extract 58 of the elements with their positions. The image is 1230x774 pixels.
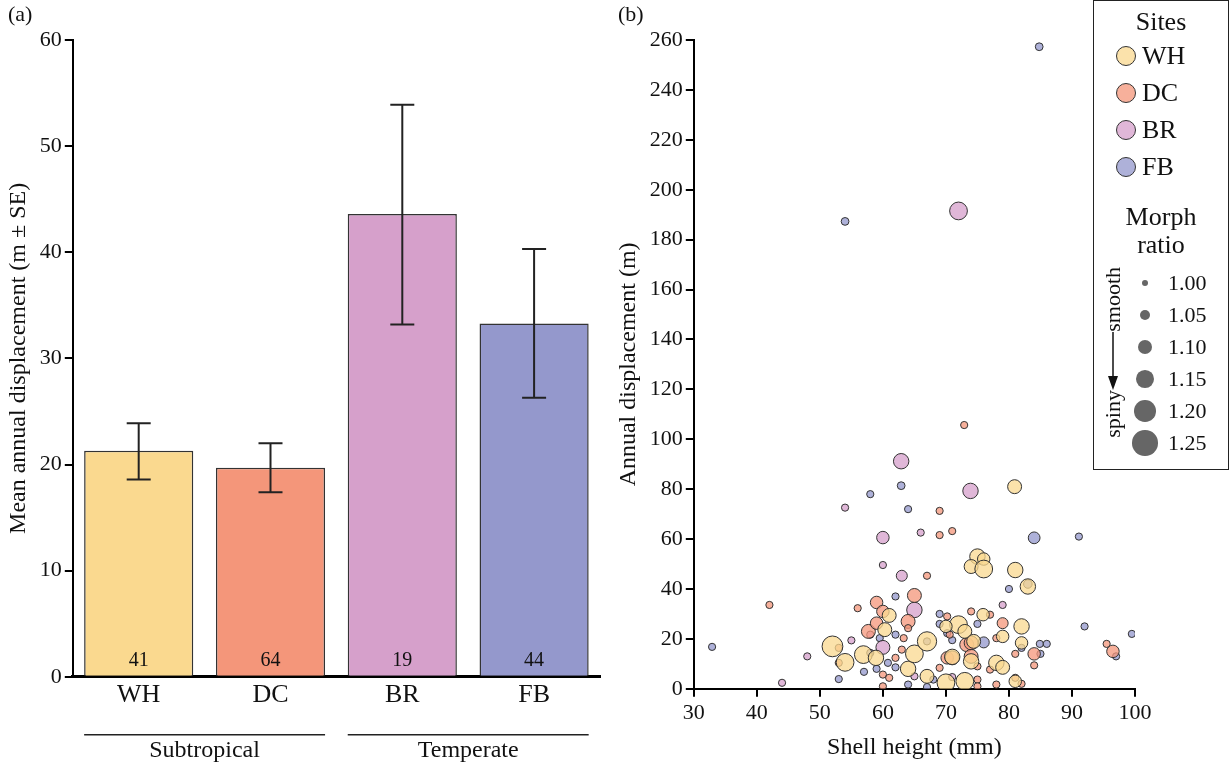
annotation: 44 — [524, 648, 545, 671]
y-tick-label: 60 — [39, 25, 62, 51]
text: 1.15 — [1168, 366, 1207, 392]
x-tick-label: 90 — [1060, 698, 1083, 724]
y-tick-label: 120 — [649, 375, 683, 401]
text: 1.10 — [1168, 334, 1207, 360]
x-tick-label: FB — [518, 679, 551, 709]
y-tick-label: 240 — [649, 75, 683, 101]
y-tick-label: 0 — [671, 674, 683, 700]
annotation: Morph ratio — [1124, 202, 1198, 259]
annotation: smooth — [1100, 267, 1126, 332]
chart-title: (a) — [8, 0, 33, 26]
chart-title: (b) — [618, 0, 644, 26]
x-tick-label: DC — [252, 679, 289, 709]
legend-label: DC — [1142, 77, 1179, 108]
text: Temperate — [417, 736, 519, 763]
legend-label: WH — [1142, 40, 1186, 71]
y-tick-label: 20 — [39, 450, 62, 476]
y-axis-title: Mean annual displacement (m ± SE) — [3, 182, 30, 534]
x-tick-label: 80 — [997, 698, 1020, 724]
text: 1.25 — [1168, 430, 1207, 456]
text: 1.05 — [1168, 302, 1207, 328]
text: 1.00 — [1168, 270, 1207, 296]
y-tick-label: 50 — [39, 131, 62, 157]
y-axis-title: Annual displacement (m) — [613, 242, 640, 487]
legend-title: Sites — [1134, 6, 1188, 37]
annotation: 19 — [392, 648, 413, 671]
y-tick-label: 40 — [39, 238, 62, 264]
x-tick-label: 60 — [871, 698, 894, 724]
y-tick-label: 10 — [39, 556, 62, 582]
annotation: 41 — [128, 648, 149, 671]
y-tick-label: 220 — [649, 125, 683, 151]
y-tick-label: 80 — [660, 474, 683, 500]
y-tick-label: 20 — [660, 624, 683, 650]
legend-label: BR — [1142, 114, 1177, 145]
y-tick-label: 30 — [39, 344, 62, 370]
y-tick-label: 160 — [649, 275, 683, 301]
x-tick-label: BR — [384, 679, 421, 709]
x-tick-label: WH — [117, 679, 161, 709]
x-tick-label: 100 — [1118, 698, 1152, 724]
annotation: spiny — [1100, 389, 1126, 438]
x-axis-title: Shell height (mm) — [827, 732, 1002, 759]
y-tick-label: 140 — [649, 325, 683, 351]
y-tick-label: 200 — [649, 175, 683, 201]
x-tick-label: 30 — [682, 698, 705, 724]
x-tick-label: 50 — [808, 698, 831, 724]
annotation: 64 — [260, 648, 281, 671]
text: 1.20 — [1168, 398, 1207, 424]
y-tick-label: 40 — [660, 574, 683, 600]
y-tick-label: 0 — [50, 662, 62, 688]
x-tick-label: 40 — [745, 698, 768, 724]
x-tick-label: 70 — [934, 698, 957, 724]
legend-label: FB — [1142, 151, 1174, 182]
y-tick-label: 180 — [649, 225, 683, 251]
y-tick-label: 260 — [649, 25, 683, 51]
y-tick-label: 60 — [660, 524, 683, 550]
y-tick-label: 100 — [649, 425, 683, 451]
text: Subtropical — [149, 736, 261, 763]
